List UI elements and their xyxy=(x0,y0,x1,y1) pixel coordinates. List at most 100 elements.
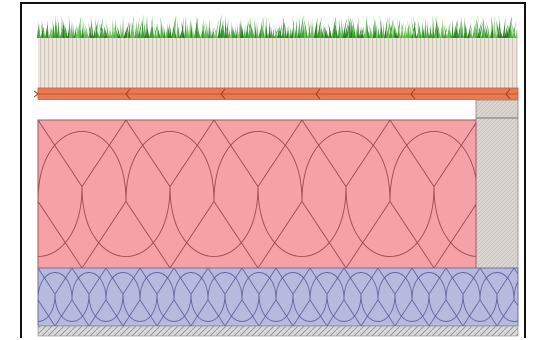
grass-blade xyxy=(303,24,307,38)
grass-blade xyxy=(272,26,275,38)
grass-blade xyxy=(88,21,93,38)
grass-blade xyxy=(410,14,415,39)
grass-blade xyxy=(254,17,257,38)
grass-blade xyxy=(209,27,212,38)
grass-blade xyxy=(461,15,463,38)
grass-blade xyxy=(441,23,444,38)
grass-blade xyxy=(195,15,198,39)
grass-blade xyxy=(120,21,123,38)
grass-blade xyxy=(426,24,430,38)
grass-blade xyxy=(155,23,161,38)
grass-blade xyxy=(349,16,353,38)
grass-blade xyxy=(68,14,71,39)
grass-blade xyxy=(38,24,41,38)
grass-blade xyxy=(77,14,82,38)
grass-blade xyxy=(349,15,355,39)
grass-blade xyxy=(123,26,128,38)
grass-blade xyxy=(167,23,171,38)
grass-blade xyxy=(37,21,39,38)
grass-blade xyxy=(472,21,476,38)
grass-blade xyxy=(125,21,130,38)
grass-blade xyxy=(510,25,513,38)
grass-blade xyxy=(168,21,172,38)
grass-blade xyxy=(464,21,468,38)
grass-blade xyxy=(453,18,458,38)
grass-blade xyxy=(355,16,359,38)
grass-blade xyxy=(259,18,263,38)
grass-blade xyxy=(84,27,87,38)
grass-blade xyxy=(143,20,147,38)
grass-blade xyxy=(81,24,84,38)
grass-blade xyxy=(230,20,233,38)
grass-blade xyxy=(481,17,484,38)
flow-arrow xyxy=(220,88,226,100)
grass-blade xyxy=(265,22,268,38)
grass-blade xyxy=(205,20,209,38)
grass-blade xyxy=(483,27,487,38)
grass-blade xyxy=(447,24,452,38)
grass-blade xyxy=(180,19,185,38)
grass-blade xyxy=(113,22,118,38)
grass-blade xyxy=(55,20,59,38)
grass-blade xyxy=(368,22,372,38)
grass-blade xyxy=(421,23,423,38)
grass-blade xyxy=(475,16,479,38)
grass-blade xyxy=(51,25,54,38)
grass-blade xyxy=(201,21,206,38)
grass-blade xyxy=(49,26,52,38)
grass-blade xyxy=(295,26,299,38)
grass-blade xyxy=(114,26,119,38)
grass-blade xyxy=(373,14,379,38)
grass-blade xyxy=(505,24,510,38)
grass-blade xyxy=(70,21,73,38)
grass-blade xyxy=(219,20,224,38)
grass-blade xyxy=(93,25,96,38)
grass-blade xyxy=(333,20,336,38)
grass-blade xyxy=(515,27,518,38)
grass-blade xyxy=(136,17,140,38)
grass-blade xyxy=(278,22,283,38)
insulation-wave-line xyxy=(38,131,476,268)
grass-blade xyxy=(217,14,222,39)
grass-blade xyxy=(509,17,512,38)
grass-blade xyxy=(187,26,190,38)
grass-blade xyxy=(417,17,422,38)
grass-blade xyxy=(320,24,324,38)
grass-blade xyxy=(373,23,375,38)
grass-blade xyxy=(456,27,459,38)
grass-blade xyxy=(286,24,289,38)
grass-blade xyxy=(73,24,77,38)
grass-blade xyxy=(196,24,201,38)
grass-blade xyxy=(344,22,349,38)
grass-blade xyxy=(190,19,193,38)
grass-blade xyxy=(177,24,180,38)
grass-blade xyxy=(115,23,121,38)
grass-blade xyxy=(307,17,311,38)
grass-blade xyxy=(339,16,343,38)
insulation-wave-line xyxy=(38,268,518,322)
thermal-insulation-layer xyxy=(37,119,477,269)
grass-blade xyxy=(153,26,158,38)
grass-blade xyxy=(421,21,425,38)
grass-blade xyxy=(236,22,239,38)
grass-blade xyxy=(495,16,500,38)
grass-blade xyxy=(203,23,207,38)
grass-blade xyxy=(171,15,176,39)
grass-blade xyxy=(391,19,395,38)
grass-blade xyxy=(57,17,60,38)
grass-blade xyxy=(507,15,513,38)
grass-blade xyxy=(512,20,517,38)
grass-blade xyxy=(109,26,111,38)
grass-blade xyxy=(482,14,486,38)
grass-blade xyxy=(467,22,472,38)
grass-blade xyxy=(384,17,388,38)
grass-blade xyxy=(104,26,108,38)
grass-blade xyxy=(256,21,259,38)
grass-blade xyxy=(139,27,142,38)
grass-blade xyxy=(232,26,235,38)
grass-blade xyxy=(403,23,407,38)
grass-blade xyxy=(289,26,292,38)
grass-blade xyxy=(483,20,489,38)
grass-blade xyxy=(451,18,454,38)
